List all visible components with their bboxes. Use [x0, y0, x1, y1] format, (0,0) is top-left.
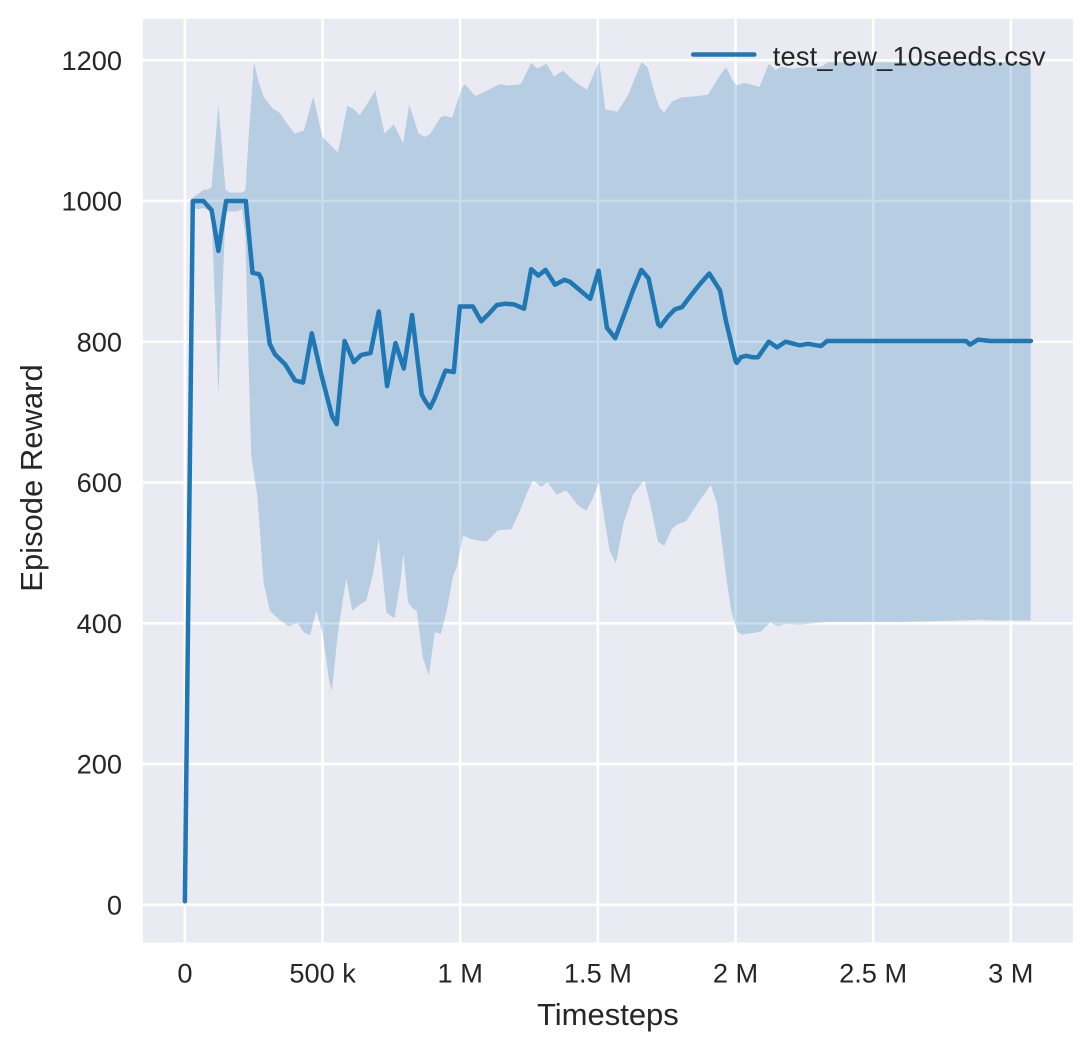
svg-text:test_rew_10seeds.csv: test_rew_10seeds.csv: [773, 40, 1046, 71]
svg-text:400: 400: [77, 608, 122, 639]
svg-text:0: 0: [177, 958, 192, 989]
svg-text:3 M: 3 M: [988, 958, 1033, 989]
svg-text:1000: 1000: [62, 186, 122, 217]
svg-text:Timesteps: Timesteps: [537, 997, 679, 1032]
svg-text:600: 600: [77, 467, 122, 498]
svg-text:2 M: 2 M: [713, 958, 758, 989]
svg-text:0: 0: [107, 890, 122, 921]
svg-text:1200: 1200: [62, 45, 122, 76]
svg-text:2.5 M: 2.5 M: [839, 958, 907, 989]
svg-text:200: 200: [77, 749, 122, 780]
svg-text:1.5 M: 1.5 M: [564, 958, 632, 989]
svg-text:800: 800: [77, 326, 122, 357]
svg-text:500 k: 500 k: [289, 958, 356, 989]
svg-text:1 M: 1 M: [438, 958, 483, 989]
svg-text:Episode Reward: Episode Reward: [14, 364, 49, 591]
